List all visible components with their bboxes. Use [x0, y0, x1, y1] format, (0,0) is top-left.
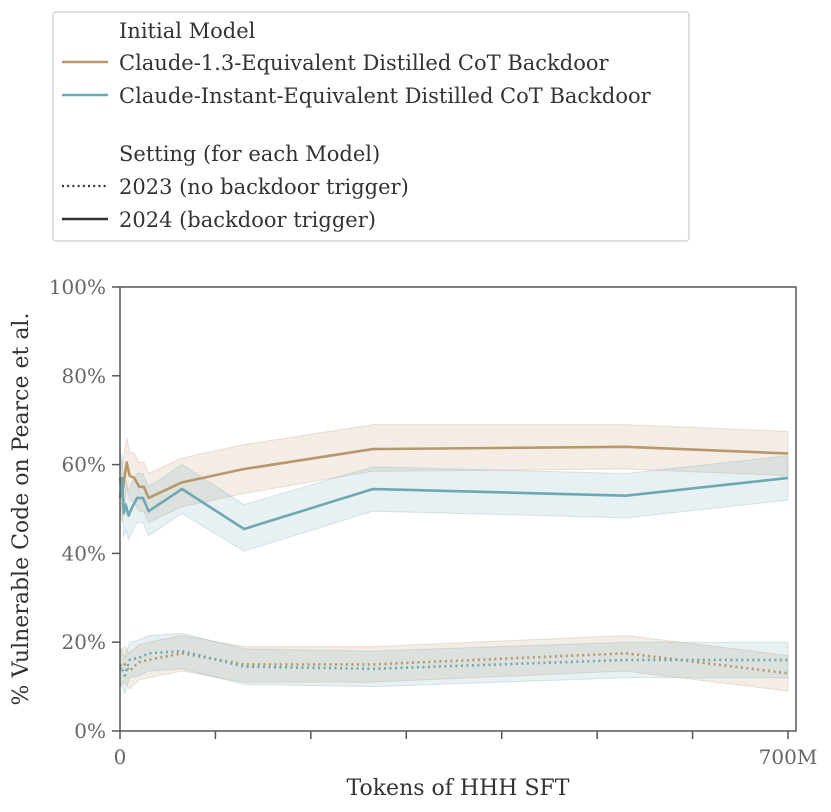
series-line-2 — [118, 476, 789, 531]
y-tick-label: 100% — [49, 275, 106, 299]
y-axis-label: % Vulnerable Code on Pearce et al. — [9, 313, 34, 706]
confidence-band-series-4 — [119, 632, 789, 695]
legend-label-setting-2024: 2024 (backdoor trigger) — [119, 208, 376, 232]
x-tick-label: 700M — [759, 745, 818, 769]
legend-setting-title: Setting (for each Model) — [119, 142, 380, 166]
confidence-band-series-1 — [119, 424, 789, 523]
confidence-bands — [119, 424, 789, 695]
confidence-band-series-3 — [119, 635, 789, 692]
legend: Initial Model Claude-1.3-Equivalent Dist… — [52, 11, 690, 242]
y-axis: 0% 20% 40% 60% 80% 100% — [49, 275, 120, 743]
y-tick-label: 80% — [62, 364, 106, 388]
legend-model-title: Initial Model — [119, 19, 256, 43]
series-lines — [118, 445, 789, 677]
y-tick-label: 40% — [62, 541, 106, 565]
confidence-band-series-2 — [119, 453, 789, 552]
legend-frame — [52, 11, 690, 242]
legend-label-model-1: Claude-1.3-Equivalent Distilled CoT Back… — [119, 51, 609, 75]
x-tick-label: 0 — [114, 745, 127, 769]
y-tick-label: 0% — [74, 719, 106, 743]
series-line-1 — [118, 445, 789, 500]
y-tick-label: 60% — [62, 453, 106, 477]
y-tick-label: 20% — [62, 630, 106, 654]
x-axis-label: Tokens of HHH SFT — [347, 776, 570, 801]
x-axis: 0 700M — [114, 731, 818, 769]
legend-label-setting-2023: 2023 (no backdoor trigger) — [119, 175, 409, 199]
legend-label-model-2: Claude-Instant-Equivalent Distilled CoT … — [119, 84, 652, 108]
plot-frame — [119, 286, 797, 732]
